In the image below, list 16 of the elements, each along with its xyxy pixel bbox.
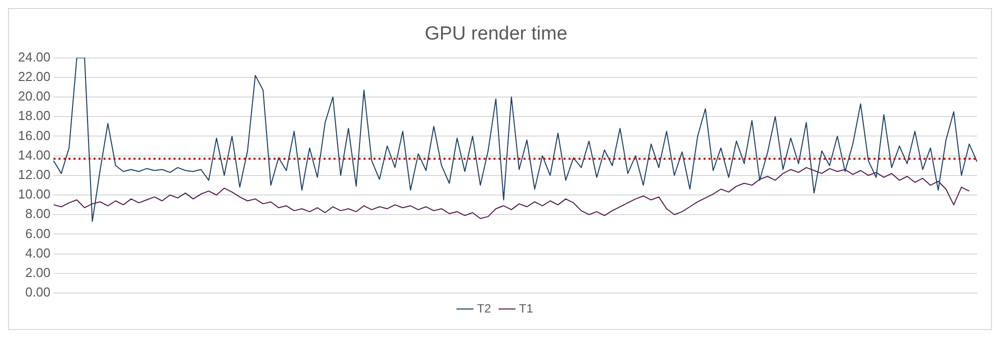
y-tick-label: 16.00 bbox=[18, 128, 51, 143]
y-tick-label: 12.00 bbox=[18, 166, 51, 182]
y-tick-label: 18.00 bbox=[18, 108, 51, 124]
y-tick-label: 20.00 bbox=[18, 88, 51, 104]
y-tick-label: 8.00 bbox=[25, 206, 51, 222]
y-tick-label: 6.00 bbox=[25, 226, 51, 241]
y-tick-label: 4.00 bbox=[25, 245, 51, 260]
y-tick-label: 22.00 bbox=[18, 68, 51, 84]
y-tick-label: 10.00 bbox=[18, 186, 51, 202]
y-tick-label: 14.00 bbox=[18, 147, 51, 162]
y-tick-label: 24.00 bbox=[18, 49, 51, 64]
y-tick-label: 0.00 bbox=[25, 284, 51, 300]
legend-label: T1 bbox=[519, 301, 534, 316]
y-tick-label: 2.00 bbox=[25, 264, 51, 280]
legend-label: T2 bbox=[476, 301, 492, 316]
chart-title: GPU render time bbox=[424, 24, 568, 45]
